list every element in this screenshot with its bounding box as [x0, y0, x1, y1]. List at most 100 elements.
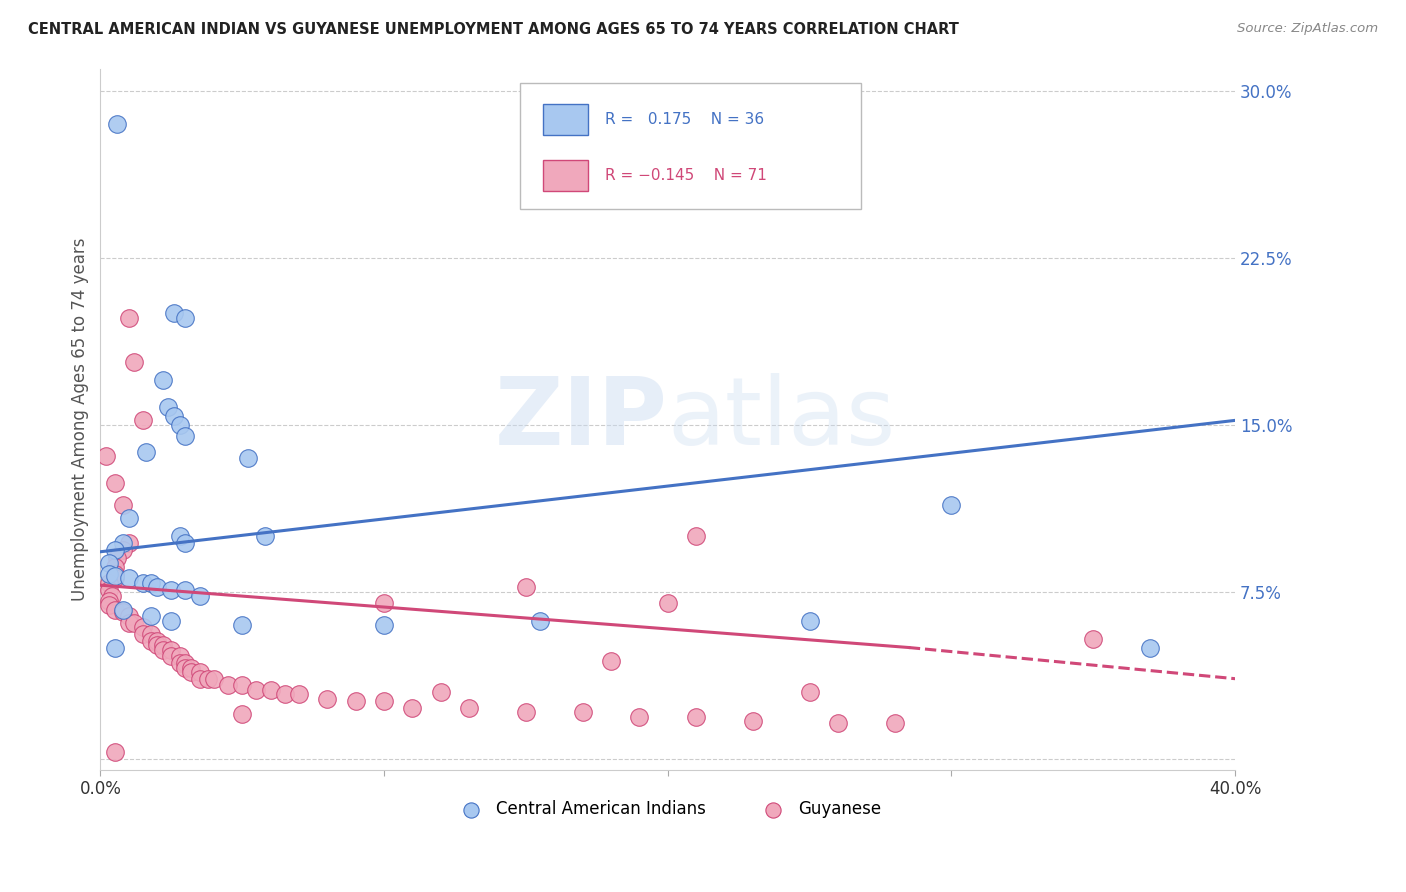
Text: CENTRAL AMERICAN INDIAN VS GUYANESE UNEMPLOYMENT AMONG AGES 65 TO 74 YEARS CORRE: CENTRAL AMERICAN INDIAN VS GUYANESE UNEM… [28, 22, 959, 37]
Text: atlas: atlas [668, 373, 896, 466]
Point [112, 605, 135, 619]
Point [94, 449, 117, 463]
Point [152, 373, 174, 387]
Point [112, 602, 135, 616]
Point [169, 417, 191, 432]
Point [118, 615, 141, 630]
Point [157, 400, 180, 414]
Point [146, 581, 169, 595]
FancyBboxPatch shape [543, 160, 588, 191]
Point [112, 542, 135, 557]
Point [231, 678, 253, 692]
Point [344, 694, 367, 708]
Point [741, 714, 763, 728]
Point [174, 429, 197, 443]
Point [245, 682, 267, 697]
Point [118, 609, 141, 624]
Point [259, 682, 281, 697]
Point [100, 589, 122, 603]
Point [118, 511, 141, 525]
Point [529, 614, 551, 628]
Point [132, 413, 155, 427]
Legend: Central American Indians, Guyanese: Central American Indians, Guyanese [449, 794, 887, 825]
Point [103, 572, 125, 586]
Point [152, 638, 174, 652]
Point [174, 536, 197, 550]
Point [253, 529, 276, 543]
Point [941, 498, 963, 512]
Point [657, 596, 679, 610]
Point [112, 498, 135, 512]
Point [97, 598, 120, 612]
Point [141, 633, 163, 648]
Point [103, 542, 125, 557]
Point [163, 306, 186, 320]
Point [274, 687, 297, 701]
Point [163, 409, 186, 423]
Point [152, 642, 174, 657]
Point [97, 576, 120, 591]
Point [373, 694, 395, 708]
Point [160, 649, 183, 664]
Point [146, 633, 169, 648]
Point [373, 618, 395, 632]
Point [118, 536, 141, 550]
Point [105, 117, 128, 131]
Point [174, 656, 197, 670]
Point [174, 310, 197, 325]
Point [97, 567, 120, 582]
Point [827, 716, 849, 731]
Point [515, 581, 537, 595]
Point [124, 355, 146, 369]
FancyBboxPatch shape [543, 103, 588, 136]
Point [103, 745, 125, 759]
Text: ZIP: ZIP [495, 373, 668, 466]
Point [118, 572, 141, 586]
Point [197, 672, 219, 686]
Point [180, 665, 202, 679]
Point [103, 560, 125, 574]
Point [141, 627, 163, 641]
Point [188, 665, 211, 679]
FancyBboxPatch shape [520, 83, 860, 209]
Point [628, 709, 651, 723]
Point [132, 627, 155, 641]
Point [141, 609, 163, 624]
Text: Source: ZipAtlas.com: Source: ZipAtlas.com [1237, 22, 1378, 36]
Point [458, 700, 481, 714]
Point [231, 707, 253, 722]
Point [97, 593, 120, 607]
Point [105, 551, 128, 566]
Point [600, 654, 623, 668]
Point [685, 709, 707, 723]
Point [231, 618, 253, 632]
Text: R = −0.145    N = 71: R = −0.145 N = 71 [606, 168, 768, 183]
Point [103, 602, 125, 616]
Point [316, 691, 339, 706]
Point [373, 596, 395, 610]
Point [146, 638, 169, 652]
Point [217, 678, 239, 692]
Point [103, 475, 125, 490]
Point [160, 614, 183, 628]
Point [124, 615, 146, 630]
Point [103, 569, 125, 583]
Point [571, 705, 593, 719]
Point [180, 660, 202, 674]
Point [132, 620, 155, 634]
Point [236, 451, 259, 466]
Point [141, 576, 163, 591]
Point [202, 672, 225, 686]
Point [135, 444, 157, 458]
Point [132, 576, 155, 591]
Point [288, 687, 311, 701]
Point [174, 582, 197, 597]
Point [112, 536, 135, 550]
Point [160, 642, 183, 657]
Text: R =   0.175    N = 36: R = 0.175 N = 36 [606, 112, 765, 127]
Point [118, 310, 141, 325]
Y-axis label: Unemployment Among Ages 65 to 74 years: Unemployment Among Ages 65 to 74 years [72, 237, 89, 601]
Point [883, 716, 905, 731]
Point [429, 685, 451, 699]
Point [188, 589, 211, 603]
